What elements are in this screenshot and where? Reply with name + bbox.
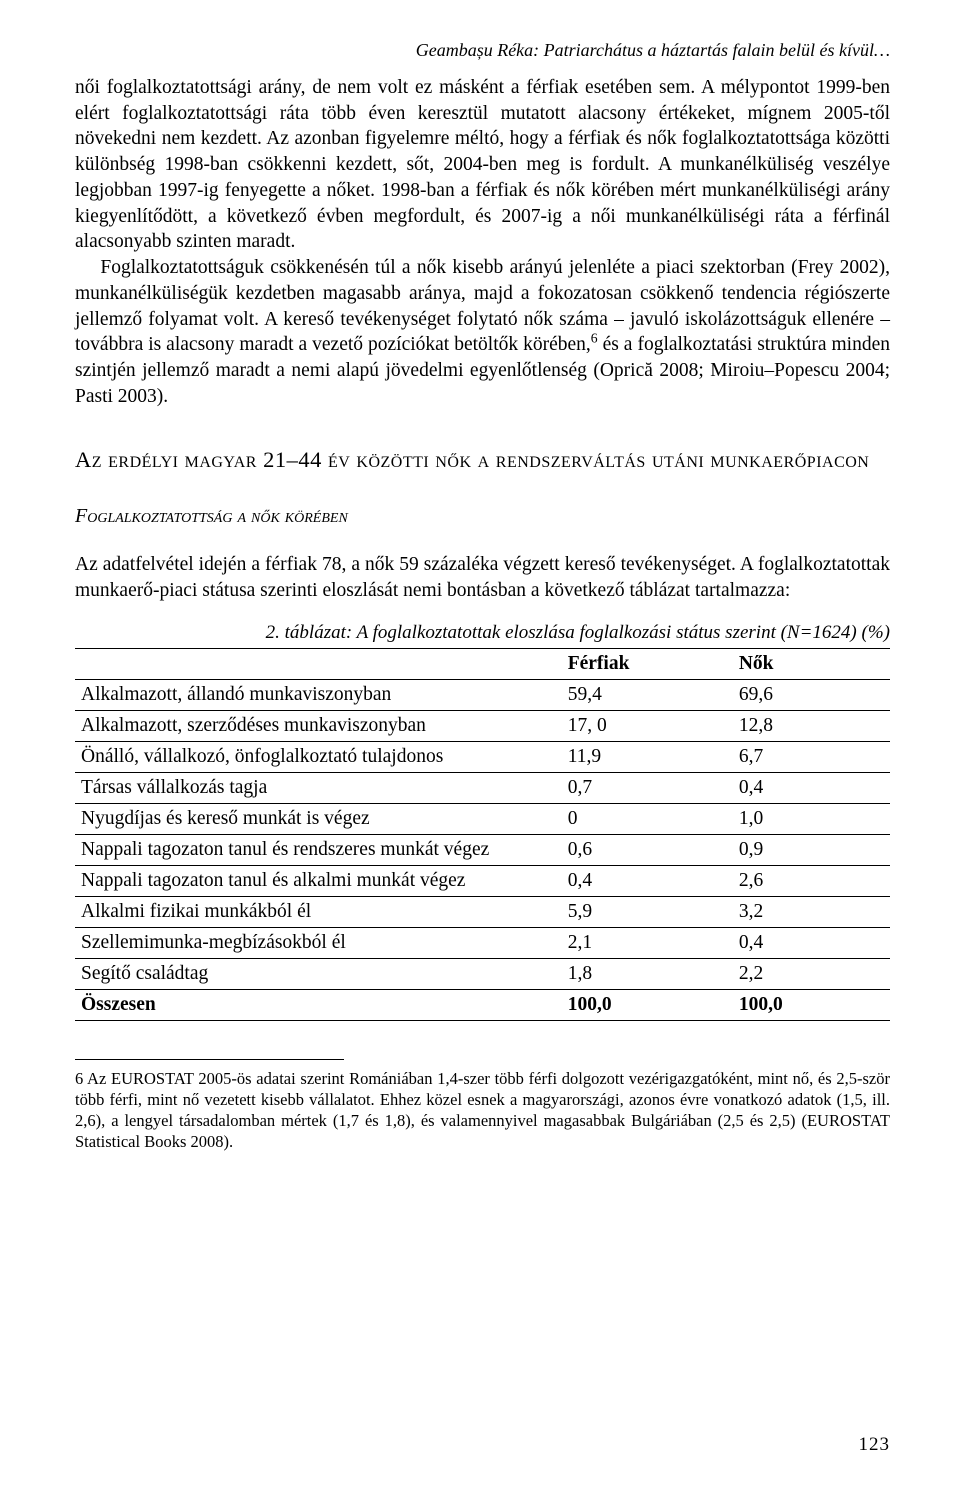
table-cell-label: Alkalmi fizikai munkákból él: [75, 896, 548, 927]
table-total-women: 100,0: [719, 989, 890, 1020]
table-cell-label: Alkalmazott, szerződéses munkaviszonyban: [75, 710, 548, 741]
table-cell-label: Alkalmazott, állandó munkaviszonyban: [75, 679, 548, 710]
table-row: Nappali tagozaton tanul és rendszeres mu…: [75, 834, 890, 865]
table-cell-men: 0: [548, 803, 719, 834]
table-cell-label: Szellemimunka-megbízásokból él: [75, 927, 548, 958]
table-cell-men: 59,4: [548, 679, 719, 710]
page-number: 123: [859, 1434, 891, 1456]
table-cell-women: 1,0: [719, 803, 890, 834]
table-cell-label: Segítő családtag: [75, 958, 548, 989]
table-cell-label: Nappali tagozaton tanul és rendszeres mu…: [75, 834, 548, 865]
table-cell-women: 12,8: [719, 710, 890, 741]
footnote-marker-6: 6: [591, 331, 598, 346]
table-header-row: Férfiak Nők: [75, 648, 890, 679]
table-total-row: Összesen100,0100,0: [75, 989, 890, 1020]
table-cell-women: 0,4: [719, 927, 890, 958]
table-row: Alkalmazott, állandó munkaviszonyban59,4…: [75, 679, 890, 710]
footnote-6: 6 Az EUROSTAT 2005-ös adatai szerint Rom…: [75, 1068, 890, 1152]
table-cell-label: Nappali tagozaton tanul és alkalmi munká…: [75, 865, 548, 896]
table-row: Alkalmazott, szerződéses munkaviszonyban…: [75, 710, 890, 741]
footnote-separator: [75, 1059, 344, 1060]
employment-status-table: Férfiak Nők Alkalmazott, állandó munkavi…: [75, 648, 890, 1021]
table-cell-men: 1,8: [548, 958, 719, 989]
table-cell-women: 0,4: [719, 772, 890, 803]
page: Geambașu Réka: Patriarchátus a háztartás…: [0, 0, 960, 1486]
paragraph-1: női foglalkoztatottsági arány, de nem vo…: [75, 75, 890, 255]
paragraph-2: Foglalkoztatottságuk csökkenésén túl a n…: [75, 255, 890, 409]
table-cell-women: 2,2: [719, 958, 890, 989]
table-row: Szellemimunka-megbízásokból él2,10,4: [75, 927, 890, 958]
table-row: Nyugdíjas és kereső munkát is végez01,0: [75, 803, 890, 834]
table-cell-men: 0,7: [548, 772, 719, 803]
table-cell-men: 0,4: [548, 865, 719, 896]
table-cell-men: 17, 0: [548, 710, 719, 741]
table-row: Nappali tagozaton tanul és alkalmi munká…: [75, 865, 890, 896]
table-cell-women: 69,6: [719, 679, 890, 710]
table-row: Segítő családtag1,82,2: [75, 958, 890, 989]
table-row: Alkalmi fizikai munkákból él5,93,2: [75, 896, 890, 927]
table-cell-label: Társas vállalkozás tagja: [75, 772, 548, 803]
table-cell-women: 6,7: [719, 741, 890, 772]
table-cell-women: 3,2: [719, 896, 890, 927]
table-cell-label: Önálló, vállalkozó, önfoglalkoztató tula…: [75, 741, 548, 772]
paragraph-3: Az adatfelvétel idején a férfiak 78, a n…: [75, 552, 890, 603]
table-header-empty: [75, 648, 548, 679]
table-header-men: Férfiak: [548, 648, 719, 679]
table-cell-men: 0,6: [548, 834, 719, 865]
table-total-label: Összesen: [75, 989, 548, 1020]
table-cell-label: Nyugdíjas és kereső munkát is végez: [75, 803, 548, 834]
table-cell-women: 2,6: [719, 865, 890, 896]
table-cell-men: 11,9: [548, 741, 719, 772]
table-cell-men: 5,9: [548, 896, 719, 927]
table-cell-men: 2,1: [548, 927, 719, 958]
table-row: Társas vállalkozás tagja0,70,4: [75, 772, 890, 803]
subsection-heading: Foglalkoztatottság a nők körében: [75, 505, 890, 528]
section-heading: Az erdélyi magyar 21–44 év közötti nők a…: [75, 444, 890, 476]
running-head: Geambașu Réka: Patriarchátus a háztartás…: [75, 40, 890, 61]
table-header-women: Nők: [719, 648, 890, 679]
table-cell-women: 0,9: [719, 834, 890, 865]
table-caption: 2. táblázat: A foglalkoztatottak eloszlá…: [75, 622, 890, 644]
table-row: Önálló, vállalkozó, önfoglalkoztató tula…: [75, 741, 890, 772]
table-total-men: 100,0: [548, 989, 719, 1020]
